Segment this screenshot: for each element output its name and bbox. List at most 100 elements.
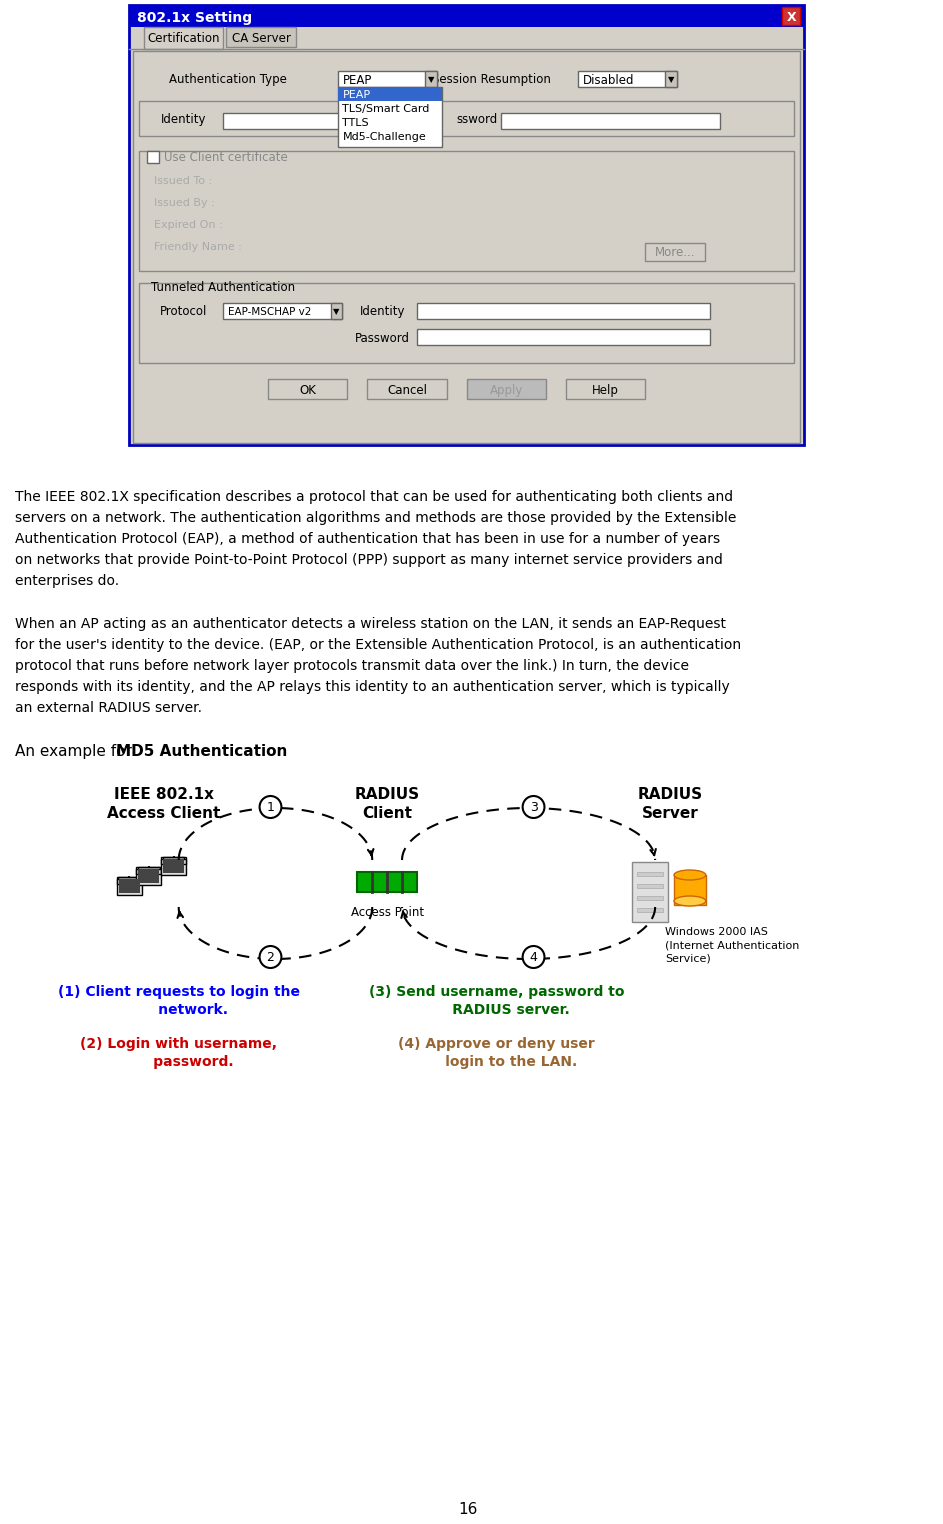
Text: The IEEE 802.1X specification describes a protocol that can be used for authenti: The IEEE 802.1X specification describes …: [15, 491, 733, 504]
Text: 802.1x Setting: 802.1x Setting: [137, 11, 252, 24]
Text: responds with its identity, and the AP relays this identity to an authentication: responds with its identity, and the AP r…: [15, 680, 730, 693]
FancyBboxPatch shape: [782, 8, 800, 24]
FancyBboxPatch shape: [467, 379, 546, 399]
Text: Cancel: Cancel: [387, 384, 427, 396]
FancyBboxPatch shape: [417, 329, 710, 344]
Text: PEAP: PEAP: [342, 90, 371, 101]
Text: on networks that provide Point-to-Point Protocol (PPP) support as many internet : on networks that provide Point-to-Point …: [15, 553, 722, 567]
Text: Access Client: Access Client: [108, 806, 221, 821]
Text: network.: network.: [129, 1003, 228, 1017]
FancyBboxPatch shape: [133, 50, 800, 443]
Text: Issued By :: Issued By :: [154, 198, 215, 207]
Bar: [139, 869, 159, 882]
Text: 3: 3: [530, 800, 538, 814]
Text: TLS/Smart Card: TLS/Smart Card: [342, 104, 430, 114]
Text: Identity: Identity: [359, 305, 405, 317]
FancyBboxPatch shape: [226, 27, 296, 47]
Text: Use Client certificate: Use Client certificate: [164, 151, 288, 163]
Text: (3) Send username, password to: (3) Send username, password to: [369, 985, 624, 1000]
Bar: [161, 860, 186, 864]
Bar: [119, 879, 140, 893]
Circle shape: [259, 946, 281, 968]
FancyBboxPatch shape: [129, 5, 804, 445]
Text: Authentication Type: Authentication Type: [170, 73, 288, 85]
FancyBboxPatch shape: [139, 101, 794, 136]
Circle shape: [522, 946, 544, 968]
Text: Issued To :: Issued To :: [154, 175, 212, 186]
Text: IEEE 802.1x: IEEE 802.1x: [114, 786, 214, 802]
FancyBboxPatch shape: [566, 379, 645, 399]
FancyBboxPatch shape: [117, 876, 141, 895]
Text: When an AP acting as an authenticator detects a wireless station on the LAN, it : When an AP acting as an authenticator de…: [15, 617, 726, 631]
Text: OK: OK: [299, 384, 316, 396]
Bar: [163, 860, 184, 873]
Text: ▼: ▼: [333, 308, 339, 317]
Bar: [665, 72, 677, 87]
Text: Protocol: Protocol: [160, 305, 207, 317]
Text: Service): Service): [665, 952, 711, 963]
Text: 1: 1: [267, 800, 274, 814]
Text: Tunneled Authentication: Tunneled Authentication: [151, 280, 295, 294]
Text: for the user's identity to the device. (EAP, or the Extensible Authentication Pr: for the user's identity to the device. (…: [15, 639, 741, 652]
Text: RADIUS: RADIUS: [637, 786, 703, 802]
FancyBboxPatch shape: [367, 379, 447, 399]
Text: Server: Server: [641, 806, 699, 821]
Text: Disabled: Disabled: [583, 73, 635, 87]
Text: Friendly Name :: Friendly Name :: [154, 242, 241, 251]
Text: servers on a network. The authentication algorithms and methods are those provid: servers on a network. The authentication…: [15, 511, 736, 524]
Text: (Internet Authentication: (Internet Authentication: [665, 940, 800, 949]
Text: ▼: ▼: [427, 76, 434, 84]
Text: Help: Help: [592, 384, 619, 396]
Text: Access Point: Access Point: [351, 905, 423, 919]
FancyBboxPatch shape: [223, 303, 342, 319]
Text: Apply: Apply: [489, 384, 523, 396]
Ellipse shape: [674, 896, 705, 905]
Bar: [139, 867, 159, 870]
Text: RADIUS server.: RADIUS server.: [423, 1003, 570, 1017]
Bar: [637, 896, 663, 901]
Text: enterprises do.: enterprises do.: [15, 575, 119, 588]
Text: Password: Password: [355, 332, 409, 344]
Text: ▼: ▼: [668, 76, 674, 84]
FancyBboxPatch shape: [139, 151, 794, 271]
FancyBboxPatch shape: [223, 113, 342, 130]
Circle shape: [259, 796, 281, 818]
FancyBboxPatch shape: [338, 87, 441, 146]
Text: (2) Login with username,: (2) Login with username,: [80, 1036, 277, 1052]
Text: 4: 4: [530, 951, 538, 963]
Bar: [637, 872, 663, 876]
FancyBboxPatch shape: [338, 72, 437, 87]
Text: An example for: An example for: [15, 744, 137, 759]
Text: Md5-Challenge: Md5-Challenge: [342, 133, 426, 142]
Text: (1) Client requests to login the: (1) Client requests to login the: [58, 985, 300, 1000]
Bar: [338, 87, 441, 101]
Text: More...: More...: [654, 245, 695, 259]
FancyBboxPatch shape: [147, 151, 158, 163]
Text: ssword: ssword: [456, 113, 498, 125]
Text: Certification: Certification: [147, 32, 220, 44]
Text: PEAP: PEAP: [342, 73, 372, 87]
FancyBboxPatch shape: [144, 27, 223, 49]
Text: CA Server: CA Server: [232, 32, 290, 44]
FancyBboxPatch shape: [161, 856, 186, 875]
Bar: [129, 5, 804, 27]
Text: 2: 2: [267, 951, 274, 963]
Text: Expired On :: Expired On :: [154, 219, 223, 230]
Text: TTLS: TTLS: [342, 117, 369, 128]
Bar: [137, 869, 161, 873]
Text: MD5 Authentication: MD5 Authentication: [116, 744, 288, 759]
Text: (4) Approve or deny user: (4) Approve or deny user: [398, 1036, 595, 1052]
FancyBboxPatch shape: [357, 872, 417, 892]
Circle shape: [522, 796, 544, 818]
FancyBboxPatch shape: [645, 242, 704, 261]
FancyBboxPatch shape: [417, 303, 710, 319]
Text: an external RADIUS server.: an external RADIUS server.: [15, 701, 202, 715]
Text: Windows 2000 IAS: Windows 2000 IAS: [665, 927, 768, 937]
Text: Authentication Protocol (EAP), a method of authentication that has been in use f: Authentication Protocol (EAP), a method …: [15, 532, 720, 546]
FancyBboxPatch shape: [502, 113, 720, 130]
Bar: [118, 876, 140, 879]
Text: EAP-MSCHAP v2: EAP-MSCHAP v2: [228, 306, 312, 317]
Bar: [637, 908, 663, 911]
Text: RADIUS: RADIUS: [355, 786, 420, 802]
Text: Client: Client: [362, 806, 412, 821]
